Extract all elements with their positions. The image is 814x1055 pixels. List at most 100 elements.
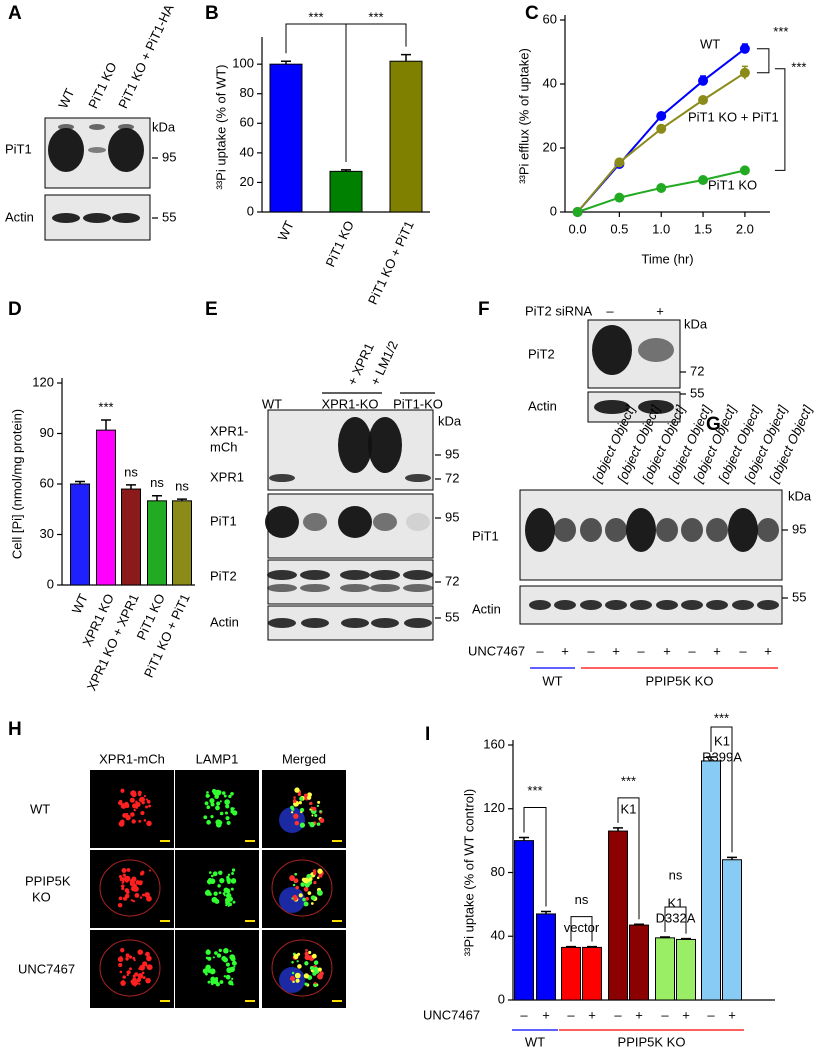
x-tick-label: PiT1 KO [322,218,356,269]
puncta [317,868,323,874]
puncta [290,811,294,814]
row-label: PiT1 [210,513,237,528]
puncta [136,977,142,983]
y-axis-label: ³³Pi efflux (% of uptake) [516,48,531,184]
band [300,570,330,580]
puncta [231,960,237,966]
error-bar [152,495,162,501]
puncta [228,794,232,799]
puncta [131,819,136,824]
puncta [310,902,314,905]
x-tick-label: PiT1 KO + PiT1 [365,218,417,307]
marker-label: 55 [162,209,176,224]
puncta [212,871,218,877]
puncta [303,973,309,979]
panel-letter: F [478,299,490,320]
annotation: *** [368,9,383,24]
puncta [319,810,322,813]
puncta [141,893,145,897]
puncta [292,799,297,803]
pair-label: D332A [656,910,696,925]
treatment: + [561,643,569,658]
treatment-label: PiT2 siRNA [525,303,593,318]
band [300,584,330,592]
band [406,513,430,531]
puncta [219,811,224,816]
marker-label: 72 [445,573,459,588]
band [88,147,106,153]
x-tick-label: + [588,1007,596,1022]
puncta [298,801,302,805]
puncta [134,893,140,898]
puncta [297,952,301,956]
x-tick-label: + [682,1007,690,1022]
puncta [314,981,317,985]
error-bar [706,756,716,761]
puncta [298,893,303,898]
x-tick-label: – [614,1007,622,1022]
puncta [213,977,218,982]
puncta [139,896,143,899]
puncta [303,877,310,884]
bracket [523,806,547,907]
puncta [132,974,136,978]
puncta [224,811,229,815]
bar [172,500,192,586]
unit-label: kDa [684,316,708,331]
band [706,600,728,610]
puncta [291,971,295,975]
puncta [218,948,222,953]
puncta [231,868,236,872]
puncta [126,971,129,974]
band [656,518,678,542]
puncta [214,951,218,955]
x-tick-label: – [567,1007,575,1022]
puncta [232,900,236,904]
puncta [309,821,315,828]
puncta [319,875,323,878]
puncta [124,893,130,899]
row-label: Actin [210,614,239,629]
puncta [319,818,325,824]
x-tick-label: 0.0 [569,221,587,236]
band [341,618,369,628]
band [592,325,632,375]
band [371,618,399,628]
puncta [219,800,222,803]
point [614,192,625,203]
band [626,508,656,552]
annotation: *** [773,24,788,39]
puncta [293,813,299,819]
annotation: *** [98,399,113,414]
puncta [314,813,318,818]
column-label: Merged [282,751,326,766]
column-label: LAMP1 [196,751,239,766]
bar [582,946,602,1001]
puncta [117,956,124,963]
puncta [142,961,148,967]
puncta [232,807,235,810]
puncta [122,813,128,818]
column-label: XPR1-mCh [99,751,165,766]
puncta [216,801,221,806]
blot [267,559,434,605]
puncta [138,982,141,985]
puncta [143,819,147,822]
y-tick-label: 80 [491,864,505,879]
puncta [290,805,294,810]
puncta [117,902,123,908]
bar [147,500,167,586]
error-bar [613,827,623,832]
panel-letter: I [425,724,430,745]
row-label: Actin [472,601,501,616]
puncta [208,871,212,874]
puncta [122,873,126,877]
puncta [118,896,123,901]
puncta [206,805,211,810]
unit-label: kDa [788,488,812,503]
puncta [299,822,306,828]
puncta [221,955,227,962]
puncta [215,820,220,825]
x-tick-label: WT [275,218,297,243]
puncta [221,791,226,795]
